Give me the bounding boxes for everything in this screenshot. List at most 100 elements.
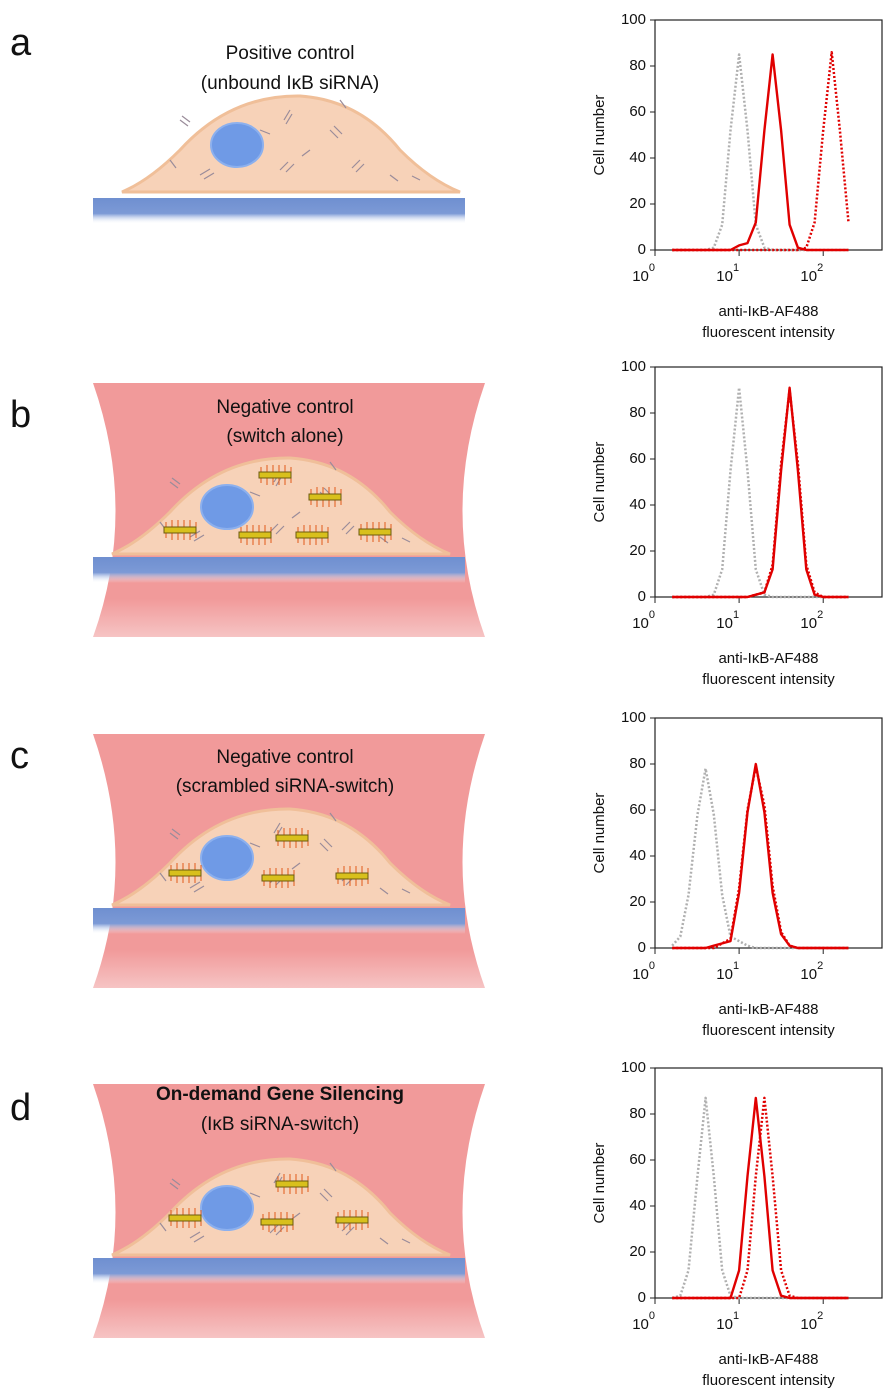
plot-frame (654, 717, 883, 949)
y-tick-label: 0 (638, 588, 646, 605)
glass-slide (93, 908, 465, 934)
y-tick-label: 60 (629, 450, 646, 467)
histogram-curve (672, 50, 850, 252)
x-tick-exponent: 0 (649, 960, 655, 972)
x-tick-base: 10 (800, 1316, 817, 1333)
histogram-curve (672, 386, 849, 599)
x-tick-exponent: 2 (817, 262, 823, 274)
panel-caption: Positive control (226, 43, 355, 64)
glass-slide (93, 557, 465, 583)
panel-subcaption: (IκB siRNA-switch) (201, 1114, 359, 1135)
y-tick-label: 40 (629, 149, 646, 166)
plot-frame (654, 1067, 883, 1299)
x-tick-label: 101 (716, 1310, 739, 1333)
x-tick-base: 10 (632, 1316, 649, 1333)
panel-subcaption: (switch alone) (226, 426, 343, 447)
x-tick-exponent: 2 (817, 960, 823, 972)
x-tick-label: 101 (716, 609, 739, 632)
y-tick-label: 80 (629, 755, 646, 772)
y-tick-label: 20 (629, 195, 646, 212)
x-tick-exponent: 0 (649, 609, 655, 621)
glass-slide (93, 1258, 465, 1284)
panel-subcaption: (scrambled siRNA-switch) (176, 776, 395, 797)
x-axis-label: anti-IκB-AF488 (718, 1351, 818, 1368)
x-tick-label: 102 (800, 960, 823, 983)
y-tick-label: 20 (629, 1243, 646, 1260)
y-tick-label: 0 (638, 939, 646, 956)
x-tick-base: 10 (800, 268, 817, 285)
panel-letter: b (10, 394, 31, 436)
panel-b: b Negative control (switch alone) (10, 383, 485, 637)
x-axis-label: anti-IκB-AF488 (718, 650, 818, 667)
x-tick-label: 100 (632, 609, 655, 632)
x-tick-label: 102 (800, 609, 823, 632)
panel-letter: a (10, 22, 32, 64)
histogram-curve (672, 1096, 849, 1300)
x-tick-label: 101 (716, 960, 739, 983)
x-tick-exponent: 0 (649, 1310, 655, 1322)
plot-frame (654, 366, 883, 598)
y-tick-label: 20 (629, 542, 646, 559)
x-tick-exponent: 1 (733, 262, 739, 274)
y-tick-label: 40 (629, 496, 646, 513)
x-axis-label: fluorescent intensity (702, 1372, 835, 1389)
x-tick-label: 101 (716, 262, 739, 285)
x-axis-label: anti-IκB-AF488 (718, 303, 818, 320)
y-tick-label: 60 (629, 103, 646, 120)
x-tick-base: 10 (716, 268, 733, 285)
y-tick-label: 100 (621, 358, 646, 375)
y-tick-label: 60 (629, 801, 646, 818)
y-tick-label: 100 (621, 1059, 646, 1076)
x-tick-label: 102 (800, 262, 823, 285)
panel-subcaption: (unbound IκB siRNA) (201, 73, 379, 94)
panel-d: d On-demand Gene Silencing (IκB siRNA-sw… (10, 1084, 485, 1338)
y-tick-label: 0 (638, 241, 646, 258)
histogram-curve (672, 386, 849, 599)
x-tick-label: 102 (800, 1310, 823, 1333)
x-tick-base: 10 (632, 268, 649, 285)
x-axis-label: fluorescent intensity (702, 324, 835, 341)
y-axis-label: Cell number (591, 1143, 608, 1224)
histogram-curve (672, 53, 849, 252)
panel-letter: d (10, 1087, 31, 1129)
histogram-curve (672, 1096, 849, 1300)
x-tick-base: 10 (800, 615, 817, 632)
x-tick-base: 10 (632, 966, 649, 983)
x-tick-exponent: 1 (733, 1310, 739, 1322)
panel-c: c Negative control (scrambled siRNA-swit… (10, 734, 485, 988)
histogram-curve (671, 1096, 849, 1300)
y-tick-label: 80 (629, 57, 646, 74)
x-tick-base: 10 (716, 615, 733, 632)
x-tick-label: 100 (632, 1310, 655, 1333)
cell-illustration (120, 94, 462, 194)
x-tick-base: 10 (716, 1316, 733, 1333)
y-tick-label: 80 (629, 1105, 646, 1122)
x-tick-exponent: 2 (817, 609, 823, 621)
glass-slide (93, 198, 465, 224)
y-tick-label: 100 (621, 709, 646, 726)
x-tick-exponent: 2 (817, 1310, 823, 1322)
panel-letter: c (10, 735, 29, 777)
x-tick-base: 10 (716, 966, 733, 983)
y-tick-label: 0 (638, 1289, 646, 1306)
panel-caption: Negative control (216, 747, 353, 768)
y-tick-label: 40 (629, 1197, 646, 1214)
histogram-curve (672, 388, 849, 599)
x-tick-base: 10 (800, 966, 817, 983)
y-tick-label: 100 (621, 11, 646, 28)
x-tick-exponent: 0 (649, 262, 655, 274)
y-tick-label: 60 (629, 1151, 646, 1168)
x-tick-label: 100 (632, 960, 655, 983)
panel-a: a Positive control (unbound IκB siRNA) (10, 22, 465, 224)
y-axis-label: Cell number (591, 442, 608, 523)
x-tick-exponent: 1 (733, 609, 739, 621)
y-axis-label: Cell number (591, 793, 608, 874)
x-tick-label: 100 (632, 262, 655, 285)
y-tick-label: 40 (629, 847, 646, 864)
y-tick-label: 20 (629, 893, 646, 910)
histogram-curve (672, 53, 849, 252)
